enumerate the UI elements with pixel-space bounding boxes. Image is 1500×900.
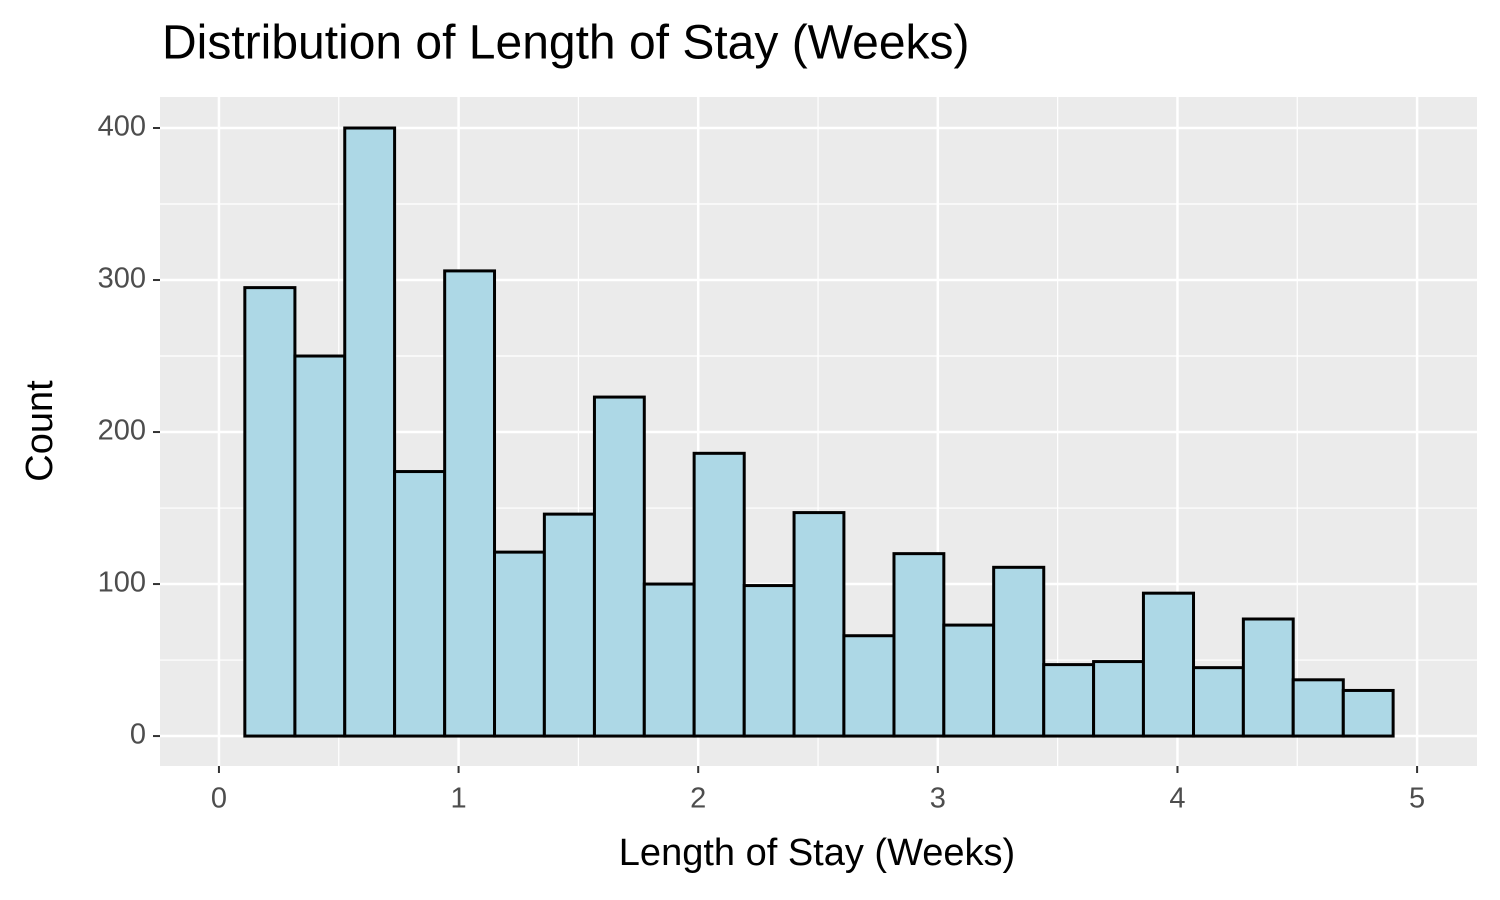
y-tick-label: 100 [98,567,146,599]
bar [1092,660,1145,738]
bar [742,584,796,738]
bar [842,634,896,738]
bar [1291,678,1345,738]
bar [493,550,546,738]
x-tick-label: 4 [1169,783,1185,815]
bar [942,623,996,738]
bar [1141,591,1196,738]
x-axis-label: Length of Stay (Weeks) [619,832,1015,874]
y-tick-label: 400 [98,111,146,143]
y-axis-label: Count [19,380,61,482]
bar [293,354,347,738]
bar [592,395,646,738]
y-tick-label: 0 [130,719,146,751]
bar [642,582,696,738]
x-tick-label: 0 [211,783,227,815]
bar [1192,666,1245,738]
bar [792,511,846,738]
bar [1042,663,1096,738]
bar [692,451,746,738]
y-tick-label: 300 [98,263,146,295]
x-tick-label: 5 [1409,783,1425,815]
bar [1341,688,1395,738]
x-tick-label: 3 [930,783,946,815]
bar [892,552,946,738]
x-tick-label: 1 [451,783,467,815]
bar [393,470,447,738]
bar [243,286,297,738]
bar [992,565,1046,738]
bar [443,269,497,738]
chart-title: Distribution of Length of Stay (Weeks) [162,17,970,70]
y-tick-label: 200 [98,415,146,447]
bar [343,126,397,738]
x-tick-label: 2 [690,783,706,815]
bar [1241,617,1295,738]
bar [542,512,596,738]
